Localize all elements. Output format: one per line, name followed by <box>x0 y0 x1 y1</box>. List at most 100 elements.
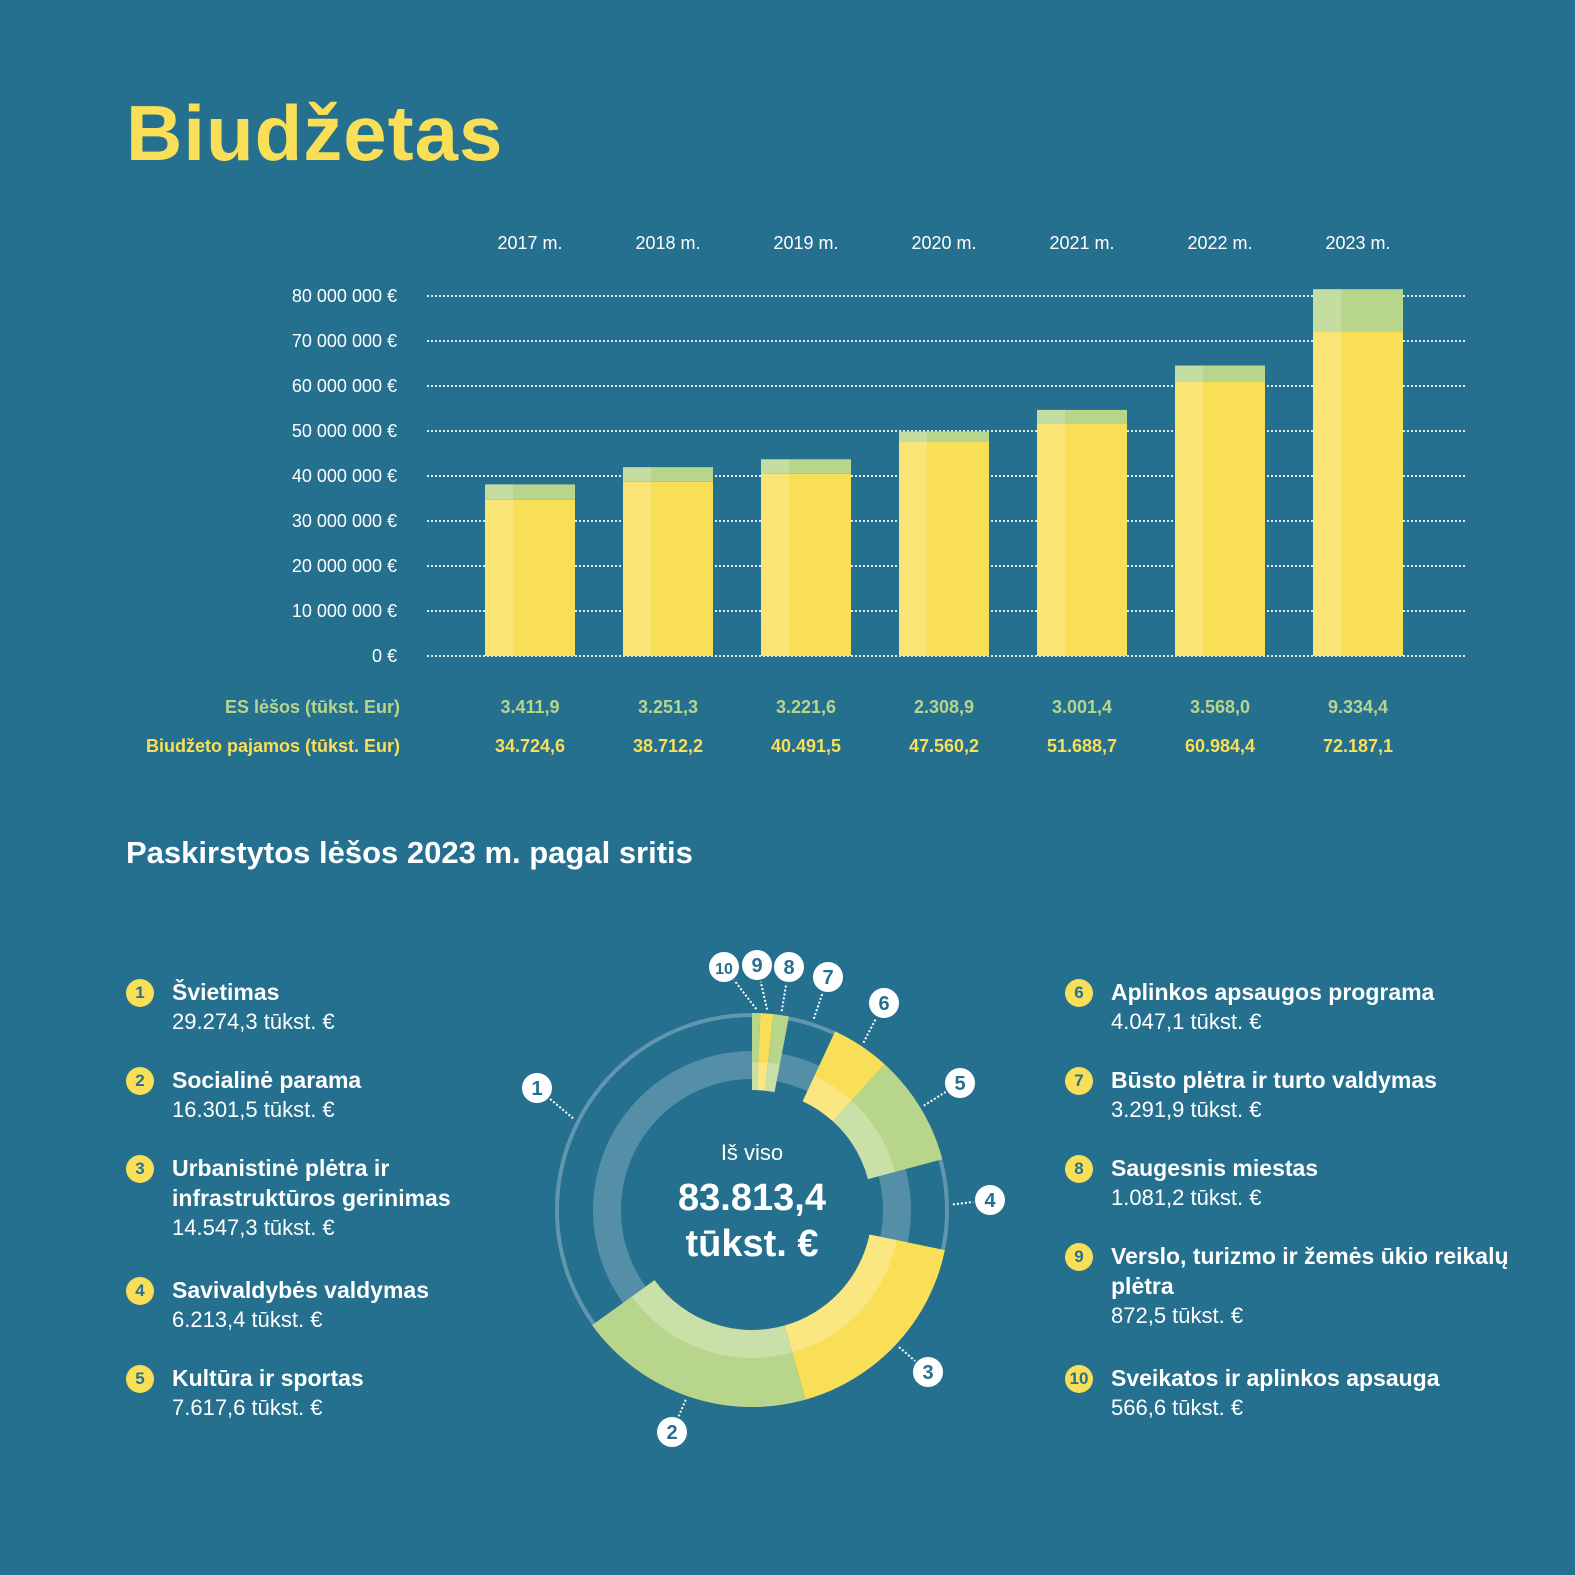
callout-number: 5 <box>954 1073 965 1095</box>
callout-line <box>780 966 790 1012</box>
legend-category-name: Verslo, turizmo ir žemės ūkio reikalų pl… <box>1111 1243 1509 1299</box>
legend-category-name: Savivaldybės valdymas <box>172 1277 429 1303</box>
y-tick-label: 20 000 000 € <box>292 556 397 576</box>
donut-slice <box>555 1013 752 1325</box>
donut-slice-shade <box>631 1280 793 1358</box>
bar-highlight <box>899 431 927 442</box>
budget-value: 38.712,2 <box>632 736 704 756</box>
callout-number: 8 <box>783 957 794 979</box>
legend-number-badge: 10 <box>1065 1365 1093 1393</box>
es-row-label: ES lėšos (tūkst. Eur) <box>224 697 400 717</box>
callout-line <box>723 966 758 1010</box>
bar-es <box>899 431 989 442</box>
legend-category-name: Socialinė parama <box>172 1067 362 1093</box>
legend-number-badge: 3 <box>126 1155 154 1183</box>
callout-badge <box>655 1415 689 1449</box>
budget-value: 51.688,7 <box>1046 736 1118 756</box>
x-category-label: 2022 m. <box>1187 233 1252 253</box>
budget-bar-chart: 0 € 10 000 000 € 20 000 000 € 30 000 000 € 4… <box>292 233 1465 666</box>
y-tick-label: 40 000 000 € <box>292 466 397 486</box>
legend-number-badge: 2 <box>126 1067 154 1095</box>
y-tick-label: 10 000 000 € <box>292 601 397 621</box>
y-tick-label: 50 000 000 € <box>292 421 397 441</box>
donut-slice-shade <box>764 1062 780 1093</box>
legend-category-value: 1.081,2 tūkst. € <box>1111 1185 1262 1210</box>
legend-category-value: 29.274,3 tūkst. € <box>172 1009 335 1034</box>
callout-line <box>756 964 769 1010</box>
legend-text: Savivaldybės valdymas 6.213,4 tūkst. € <box>172 1275 502 1335</box>
legend-category-name: Saugesnis miestas <box>1111 1155 1319 1181</box>
es-value: 3.251,3 <box>637 697 699 717</box>
legend-number-badge: 5 <box>126 1365 154 1393</box>
callout-badge <box>943 1066 977 1100</box>
donut-center-total: 83.813,4 tūkst. € <box>678 1177 826 1265</box>
donut-slice <box>868 1159 949 1250</box>
legend-category-value: 16.301,5 tūkst. € <box>172 1097 335 1122</box>
callout-number: 2 <box>666 1422 677 1444</box>
legend-number-badge: 9 <box>1065 1243 1093 1271</box>
bar-budget <box>899 441 989 656</box>
bar-es <box>485 484 575 500</box>
donut-slice <box>592 1280 806 1407</box>
donut-center-label: Iš viso <box>720 1140 784 1165</box>
bar-highlight <box>1175 381 1203 656</box>
legend-number-badge: 7 <box>1065 1067 1093 1095</box>
callout-badge <box>772 950 806 984</box>
budget-row-label: Biudžeto pajamos (tūkst. Eur) <box>145 736 400 756</box>
legend-number-badge: 6 <box>1065 979 1093 1007</box>
legend-category-name: Sveikatos ir aplinkos apsauga <box>1111 1365 1440 1391</box>
bar-highlight <box>485 499 513 656</box>
callout-line <box>952 1199 991 1206</box>
es-value: 3.568,0 <box>1189 697 1251 717</box>
es-value: 9.334,4 <box>1327 697 1389 717</box>
bar-highlight <box>1037 423 1065 656</box>
legend-category-value: 872,5 tūkst. € <box>1111 1303 1244 1328</box>
callout-line <box>536 1087 574 1120</box>
bar-highlight <box>1175 365 1203 382</box>
callout-badge <box>520 1071 554 1105</box>
bar-highlight <box>1313 331 1341 656</box>
callout-number: 7 <box>822 967 833 989</box>
callout-number: 6 <box>878 993 889 1015</box>
donut-slice <box>775 1017 836 1102</box>
legend-category-name: Būsto plėtra ir turto valdymas <box>1111 1067 1437 1093</box>
legend-category-name: Švietimas <box>172 979 280 1005</box>
callout-line <box>812 976 829 1020</box>
bar-highlight <box>623 481 651 656</box>
legend-number-badge: 8 <box>1065 1155 1093 1183</box>
page-title: Biudžetas <box>126 89 504 177</box>
x-category-label: 2018 m. <box>635 233 700 253</box>
donut-slice <box>752 1013 761 1091</box>
legend-category-value: 6.213,4 tūkst. € <box>172 1307 323 1332</box>
y-tick-label: 60 000 000 € <box>292 376 397 396</box>
bar-highlight <box>761 473 789 656</box>
bar-highlight <box>899 441 927 656</box>
donut-slice <box>802 1031 885 1122</box>
donut-slice-shade <box>752 1062 759 1091</box>
callout-badge <box>973 1183 1007 1217</box>
x-category-label: 2017 m. <box>497 233 562 253</box>
bar-budget <box>485 499 575 656</box>
bar-es <box>623 467 713 482</box>
legend-number-badge: 4 <box>126 1277 154 1305</box>
budget-value: 47.560,2 <box>908 736 980 756</box>
budget-value: 40.491,5 <box>770 736 842 756</box>
legend-category-name: Kultūra ir sportas <box>172 1365 364 1391</box>
y-tick-label: 80 000 000 € <box>292 286 397 306</box>
legend-category-value: 566,6 tūkst. € <box>1111 1395 1244 1420</box>
y-tick-label: 30 000 000 € <box>292 511 397 531</box>
budget-value: 60.984,4 <box>1184 736 1256 756</box>
legend-category-name: Urbanistinė plėtra ir infrastruktūros ge… <box>172 1155 451 1211</box>
x-category-label: 2019 m. <box>773 233 838 253</box>
es-value: 3.001,4 <box>1051 697 1113 717</box>
bar-highlight <box>1037 409 1065 424</box>
bar-budget <box>623 481 713 656</box>
legend-text: Būsto plėtra ir turto valdymas 3.291,9 tū… <box>1111 1065 1511 1125</box>
callout-line <box>923 1082 961 1107</box>
callout-number: 9 <box>751 955 762 977</box>
callout-badge <box>811 960 845 994</box>
bar-es <box>1313 289 1403 332</box>
legend-category-value: 4.047,1 tūkst. € <box>1111 1009 1262 1034</box>
bar-highlight <box>1313 289 1341 332</box>
y-tick-label: 70 000 000 € <box>292 331 397 351</box>
